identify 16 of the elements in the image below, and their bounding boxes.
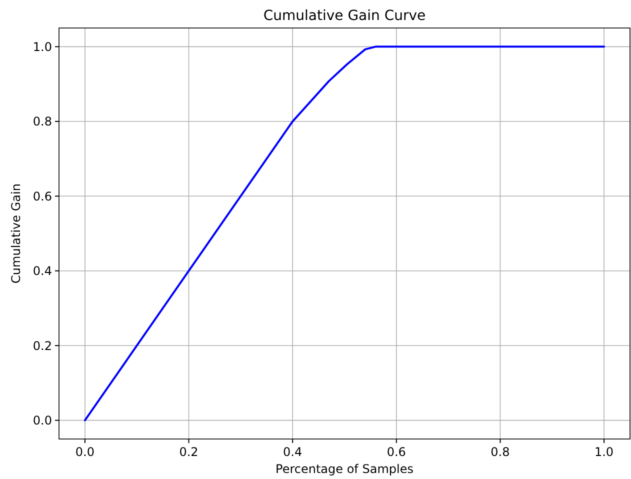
y-tick-label: 0.4 bbox=[32, 264, 52, 278]
line-series bbox=[84, 46, 606, 422]
y-axis-title: Cumulative Gain bbox=[9, 184, 23, 284]
y-tick-label: 0.2 bbox=[32, 338, 52, 353]
x-tick-label: 0.4 bbox=[283, 445, 302, 459]
y-tick-label: 0.0 bbox=[32, 414, 52, 428]
y-tick-label: 0.6 bbox=[32, 189, 52, 204]
y-tick-label: 1.0 bbox=[32, 40, 52, 54]
x-tick-label: 0.0 bbox=[75, 445, 94, 459]
y-tick-label: 0.8 bbox=[32, 114, 52, 129]
x-tick-label: 1.0 bbox=[594, 445, 614, 459]
x-tick-label: 0.2 bbox=[179, 445, 198, 459]
x-tick-label: 0.8 bbox=[490, 445, 510, 459]
x-axis-title: Percentage of Samples bbox=[276, 462, 414, 476]
chart-title: Cumulative Gain Curve bbox=[263, 8, 426, 24]
x-tick-label: 0.6 bbox=[386, 445, 406, 459]
